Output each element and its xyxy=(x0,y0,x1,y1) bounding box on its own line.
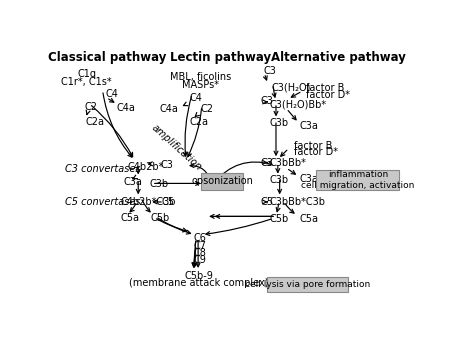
Text: C3a: C3a xyxy=(300,174,319,184)
Text: C3: C3 xyxy=(160,160,173,170)
Text: C4a: C4a xyxy=(160,104,179,114)
Text: C3b: C3b xyxy=(150,179,169,189)
Text: MBL, ficolins: MBL, ficolins xyxy=(170,72,231,81)
Text: C3(H₂O): C3(H₂O) xyxy=(272,82,311,92)
Text: C3 convertases: C3 convertases xyxy=(65,164,140,174)
Text: factor B: factor B xyxy=(293,141,332,150)
Text: factor D*: factor D* xyxy=(306,90,350,100)
Text: C3b: C3b xyxy=(269,118,289,128)
Text: C4a: C4a xyxy=(116,103,135,113)
Text: Lectin pathway: Lectin pathway xyxy=(170,51,272,64)
Text: C3: C3 xyxy=(263,66,276,76)
Text: C1r*, C1s*: C1r*, C1s* xyxy=(62,77,112,87)
Text: cell lysis via pore formation: cell lysis via pore formation xyxy=(245,280,370,289)
Text: C4b2b*: C4b2b* xyxy=(127,161,164,171)
Text: C5b: C5b xyxy=(150,213,170,223)
Text: inflammation
cell migration, activation: inflammation cell migration, activation xyxy=(301,170,415,189)
Text: MASPs*: MASPs* xyxy=(182,80,219,90)
Text: amplification: amplification xyxy=(150,122,204,172)
Text: C4: C4 xyxy=(190,93,202,103)
Text: C7: C7 xyxy=(193,241,206,251)
Text: C5: C5 xyxy=(261,197,273,207)
FancyBboxPatch shape xyxy=(267,277,347,292)
Text: C6: C6 xyxy=(193,233,206,243)
Text: C3b: C3b xyxy=(269,175,289,185)
Text: C3: C3 xyxy=(261,158,273,168)
Text: C4: C4 xyxy=(105,89,118,99)
Text: C5b-9: C5b-9 xyxy=(184,270,213,280)
Text: Alternative pathway: Alternative pathway xyxy=(271,51,406,64)
FancyBboxPatch shape xyxy=(316,170,399,190)
Text: C3bBb*C3b: C3bBb*C3b xyxy=(269,197,325,207)
Text: (membrane attack complex): (membrane attack complex) xyxy=(129,278,269,288)
Text: C3bBb*: C3bBb* xyxy=(269,158,306,168)
Text: factor D*: factor D* xyxy=(293,147,337,157)
Text: C5: C5 xyxy=(161,197,174,207)
Text: factor B: factor B xyxy=(306,83,345,93)
Text: C3a: C3a xyxy=(124,177,142,187)
FancyBboxPatch shape xyxy=(201,173,243,190)
Text: Classical pathway: Classical pathway xyxy=(48,51,166,64)
Text: C1q: C1q xyxy=(77,69,96,79)
Text: C2a: C2a xyxy=(190,116,209,126)
Text: C2a: C2a xyxy=(86,116,105,126)
Text: C5a: C5a xyxy=(300,214,319,224)
Text: C2: C2 xyxy=(84,102,97,112)
Text: C2: C2 xyxy=(201,104,214,114)
Text: C3(H₂O)Bb*: C3(H₂O)Bb* xyxy=(269,99,327,110)
Text: C8: C8 xyxy=(193,248,206,258)
Text: C3: C3 xyxy=(261,96,273,106)
Text: C5a: C5a xyxy=(121,213,140,223)
Text: opsonization: opsonization xyxy=(191,176,253,186)
Text: C5b: C5b xyxy=(269,214,289,224)
Text: C5 convertases: C5 convertases xyxy=(65,197,140,207)
Text: C4b2b*C3b: C4b2b*C3b xyxy=(121,197,176,207)
Text: C9: C9 xyxy=(193,255,206,265)
Text: C3a: C3a xyxy=(300,121,319,131)
